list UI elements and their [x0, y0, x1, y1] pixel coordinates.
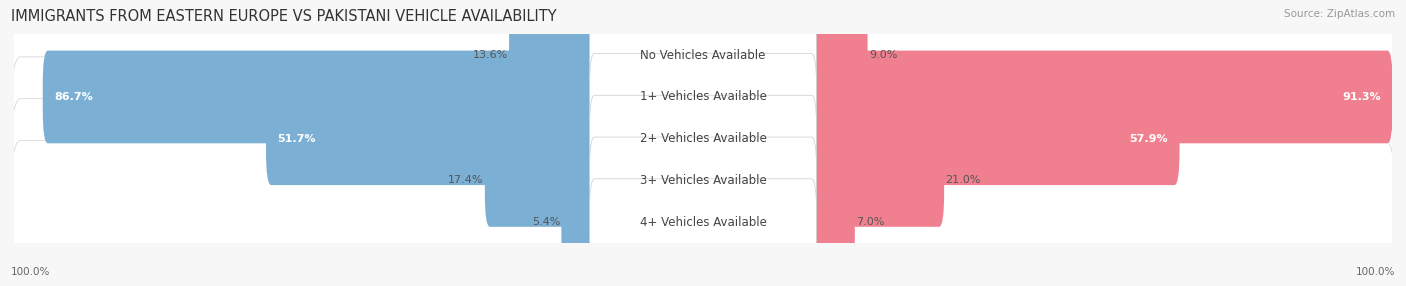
Text: 57.9%: 57.9%	[1129, 134, 1168, 144]
FancyBboxPatch shape	[589, 137, 817, 224]
FancyBboxPatch shape	[11, 99, 1395, 262]
FancyBboxPatch shape	[800, 176, 855, 269]
FancyBboxPatch shape	[589, 179, 817, 266]
FancyBboxPatch shape	[800, 9, 868, 102]
FancyBboxPatch shape	[11, 15, 1395, 179]
Text: 51.7%: 51.7%	[277, 134, 316, 144]
Text: 7.0%: 7.0%	[856, 217, 884, 227]
FancyBboxPatch shape	[11, 140, 1395, 286]
FancyBboxPatch shape	[800, 51, 1392, 143]
FancyBboxPatch shape	[589, 12, 817, 99]
Text: 2+ Vehicles Available: 2+ Vehicles Available	[640, 132, 766, 145]
Text: 3+ Vehicles Available: 3+ Vehicles Available	[640, 174, 766, 187]
FancyBboxPatch shape	[589, 53, 817, 140]
Text: IMMIGRANTS FROM EASTERN EUROPE VS PAKISTANI VEHICLE AVAILABILITY: IMMIGRANTS FROM EASTERN EUROPE VS PAKIST…	[11, 9, 557, 23]
FancyBboxPatch shape	[11, 57, 1395, 221]
FancyBboxPatch shape	[42, 51, 606, 143]
Text: 1+ Vehicles Available: 1+ Vehicles Available	[640, 90, 766, 104]
FancyBboxPatch shape	[485, 134, 606, 227]
Text: 86.7%: 86.7%	[55, 92, 93, 102]
Text: 4+ Vehicles Available: 4+ Vehicles Available	[640, 216, 766, 229]
Text: No Vehicles Available: No Vehicles Available	[640, 49, 766, 62]
FancyBboxPatch shape	[800, 92, 1180, 185]
Text: 100.0%: 100.0%	[1355, 267, 1395, 277]
Text: 17.4%: 17.4%	[449, 176, 484, 185]
Text: 91.3%: 91.3%	[1343, 92, 1381, 102]
Text: 100.0%: 100.0%	[11, 267, 51, 277]
Text: Source: ZipAtlas.com: Source: ZipAtlas.com	[1284, 9, 1395, 19]
Text: 13.6%: 13.6%	[472, 50, 508, 60]
FancyBboxPatch shape	[800, 134, 945, 227]
Text: 9.0%: 9.0%	[869, 50, 897, 60]
FancyBboxPatch shape	[11, 0, 1395, 137]
Text: 5.4%: 5.4%	[531, 217, 560, 227]
FancyBboxPatch shape	[561, 176, 606, 269]
FancyBboxPatch shape	[509, 9, 606, 102]
FancyBboxPatch shape	[266, 92, 606, 185]
FancyBboxPatch shape	[589, 95, 817, 182]
Text: 21.0%: 21.0%	[945, 176, 981, 185]
